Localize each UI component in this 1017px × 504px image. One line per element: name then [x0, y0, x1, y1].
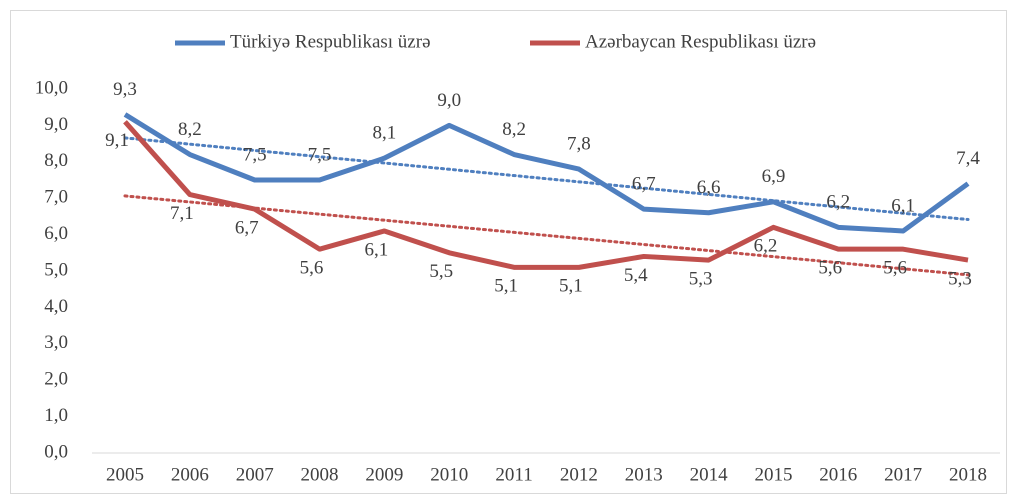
- y-tick-label: 0,0: [44, 441, 68, 462]
- data-label: 5,5: [429, 261, 453, 282]
- data-label: 7,1: [170, 203, 194, 224]
- data-label: 7,4: [956, 148, 980, 169]
- y-tick-label: 6,0: [44, 223, 68, 244]
- data-label: 9,3: [113, 79, 137, 100]
- y-tick-label: 10,0: [35, 77, 68, 98]
- x-tick-label: 2013: [625, 464, 663, 485]
- data-label: 8,1: [373, 123, 397, 144]
- data-label: 6,2: [754, 236, 778, 257]
- x-tick-label: 2009: [365, 464, 403, 485]
- y-tick-label: 9,0: [44, 114, 68, 135]
- x-tick-label: 2012: [560, 464, 598, 485]
- data-label: 5,1: [494, 276, 518, 297]
- data-label: 8,2: [502, 119, 526, 140]
- data-label: 5,1: [559, 276, 583, 297]
- data-label: 5,6: [300, 258, 324, 279]
- data-label: 6,2: [826, 192, 850, 213]
- y-tick-label: 7,0: [44, 187, 68, 208]
- data-label: 9,1: [105, 130, 129, 151]
- x-tick-label: 2018: [949, 464, 987, 485]
- x-tick-label: 2011: [495, 464, 532, 485]
- data-label: 6,7: [632, 173, 656, 194]
- data-label: 9,0: [437, 90, 461, 111]
- data-label: 7,5: [308, 144, 332, 165]
- x-tick-label: 2016: [819, 464, 857, 485]
- trendline: [123, 136, 970, 222]
- data-label: 6,1: [891, 195, 915, 216]
- chart-frame: [10, 10, 1007, 494]
- x-tick-label: 2010: [430, 464, 468, 485]
- legend-label: Azərbaycan Respublikası üzrə: [585, 31, 816, 52]
- y-tick-label: 5,0: [44, 259, 68, 280]
- y-tick-label: 8,0: [44, 150, 68, 171]
- x-tick-label: 2017: [884, 464, 922, 485]
- y-tick-label: 2,0: [44, 369, 68, 390]
- data-label: 8,2: [178, 119, 202, 140]
- data-label: 5,6: [818, 258, 842, 279]
- data-label: 6,1: [365, 239, 389, 260]
- y-tick-label: 1,0: [44, 405, 68, 426]
- x-tick-label: 2005: [106, 464, 144, 485]
- data-label: 7,8: [567, 133, 591, 154]
- data-label: 5,3: [948, 268, 972, 289]
- y-tick-label: 3,0: [44, 332, 68, 353]
- data-label: 6,6: [697, 177, 721, 198]
- x-tick-label: 2006: [171, 464, 209, 485]
- data-label: 6,7: [235, 217, 259, 238]
- data-label: 5,6: [883, 258, 907, 279]
- y-tick-label: 4,0: [44, 296, 68, 317]
- data-label: 5,4: [624, 265, 648, 286]
- data-label: 5,3: [689, 268, 713, 289]
- x-tick-label: 2008: [301, 464, 339, 485]
- data-label: 6,9: [762, 166, 786, 187]
- x-tick-label: 2015: [754, 464, 792, 485]
- data-label: 7,5: [243, 144, 267, 165]
- series-line: [123, 120, 969, 270]
- legend-label: Türkiyə Respublikası üzrə: [230, 31, 431, 52]
- series-line: [123, 112, 970, 234]
- x-tick-label: 2007: [236, 464, 274, 485]
- x-tick-label: 2014: [690, 464, 729, 485]
- trendline: [123, 194, 970, 277]
